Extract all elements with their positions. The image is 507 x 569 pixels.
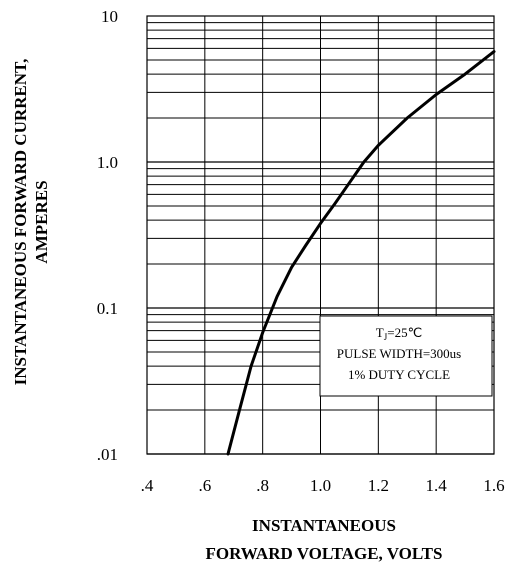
grid [146,15,495,455]
tick-labels: .4 .6 .8 1.0 1.2 1.4 1.6 .01 0.1 1.0 10 [97,7,505,495]
x-tick-label: .8 [256,476,269,495]
plot-frame [146,15,495,455]
forward-current-curve [226,50,496,456]
annotation-background [320,316,492,396]
y-axis-title-line2: AMPERES [32,180,51,263]
y-tick-label: 1.0 [97,153,118,172]
annotation-duty-cycle: 1% DUTY CYCLE [348,367,450,382]
annotation-border [319,315,493,397]
y-tick-label: .01 [97,445,118,464]
x-tick-label: 1.6 [483,476,504,495]
x-tick-label: 1.2 [368,476,389,495]
y-tick-label: 10 [101,7,118,26]
x-tick-label: 1.4 [426,476,448,495]
x-axis-title-line2: FORWARD VOLTAGE, VOLTS [206,544,443,563]
x-tick-label: 1.0 [310,476,331,495]
y-tick-label: 0.1 [97,299,118,318]
x-tick-label: .6 [198,476,211,495]
annotation-pulse-width: PULSE WIDTH=300us [337,346,461,361]
y-axis-title-line1: INSTANTANEOUS FORWARD CURRENT, [11,59,30,386]
annotation-temperature: TJ=25℃ [376,325,422,342]
x-axis-title-line1: INSTANTANEOUS [252,516,396,535]
test-conditions-box: TJ=25℃ PULSE WIDTH=300us 1% DUTY CYCLE [319,315,493,397]
x-tick-label: .4 [141,476,154,495]
